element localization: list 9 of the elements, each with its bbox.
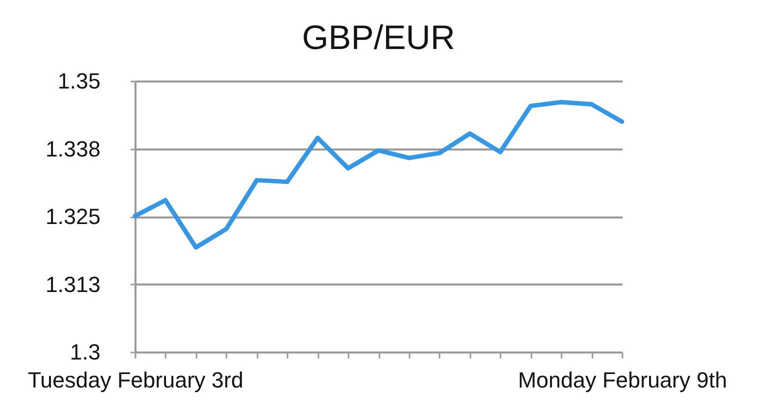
y-tick-label: 1.325: [45, 204, 100, 229]
y-tick-label: 1.3: [70, 340, 100, 364]
x-tick-label: Tuesday February 3rd: [28, 368, 244, 392]
chart-title: GBP/EUR: [302, 19, 456, 57]
y-tick-label: 1.35: [58, 68, 100, 94]
x-tick-label: Monday February 9th: [518, 368, 728, 392]
line-series: [132, 100, 624, 250]
y-tick-label: 1.338: [45, 136, 100, 162]
y-tick-label: 1.313: [45, 272, 100, 297]
